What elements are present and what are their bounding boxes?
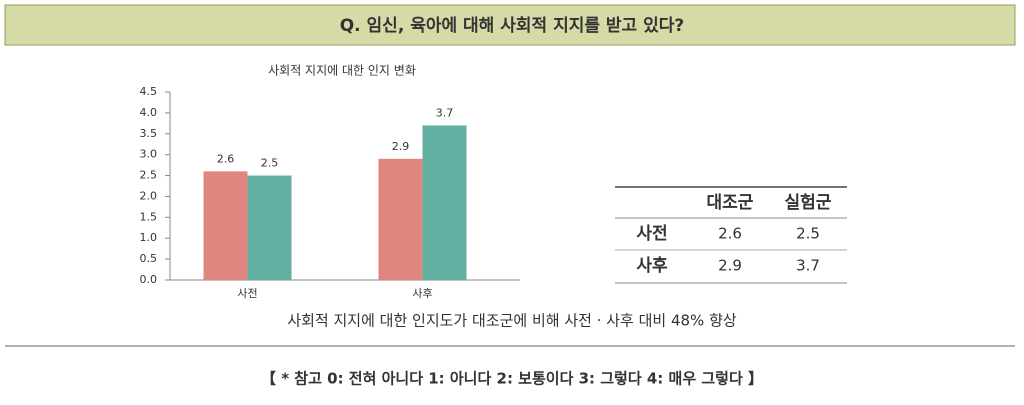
value-label: 2.6	[217, 152, 235, 165]
table-cell: 2.6	[718, 225, 742, 243]
y-tick-label: 3.5	[140, 127, 158, 140]
y-tick-label: 1.5	[140, 210, 158, 223]
table-row-label: 사후	[636, 255, 668, 276]
bar	[422, 125, 467, 280]
footnote: 【 * 참고 0: 전혀 아니다 1: 아니다 2: 보통이다 3: 그렇다 4…	[261, 370, 763, 388]
value-label: 3.7	[436, 106, 454, 119]
table-header: 실험군	[785, 192, 832, 213]
table-header: 대조군	[707, 193, 754, 213]
y-tick-label: 3.0	[140, 148, 158, 161]
y-tick-label: 4.5	[140, 85, 158, 98]
value-label: 2.9	[392, 140, 410, 153]
y-tick-label: 2.5	[140, 169, 158, 182]
header-bar	[4, 4, 1016, 46]
caption: 사회적 지지에 대한 인지도가 대조군에 비해 사전 · 사후 대비 48% 향…	[287, 312, 737, 330]
y-tick-label: 2.0	[140, 189, 158, 202]
y-tick-label: 0.0	[140, 273, 158, 286]
value-label: 2.5	[261, 157, 279, 170]
chart-title: 사회적 지지에 대한 인지 변화	[268, 64, 416, 78]
bar	[378, 158, 423, 280]
x-tick-label: 사후	[412, 287, 432, 300]
table-cell: 2.9	[718, 257, 742, 275]
table-cell: 3.7	[796, 257, 820, 275]
y-tick-label: 4.0	[140, 106, 158, 119]
table-cell: 2.5	[796, 225, 820, 243]
bar	[247, 175, 292, 280]
header-title: Q. 임신, 육아에 대해 사회적 지지를 받고 있다?	[340, 15, 685, 36]
bar	[203, 171, 248, 280]
y-tick-label: 0.5	[140, 252, 158, 265]
y-tick-label: 1.0	[140, 231, 158, 244]
x-tick-label: 사전	[237, 287, 257, 300]
table-row-label: 사전	[636, 224, 667, 244]
